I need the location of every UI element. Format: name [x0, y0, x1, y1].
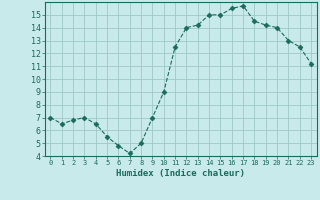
X-axis label: Humidex (Indice chaleur): Humidex (Indice chaleur): [116, 169, 245, 178]
